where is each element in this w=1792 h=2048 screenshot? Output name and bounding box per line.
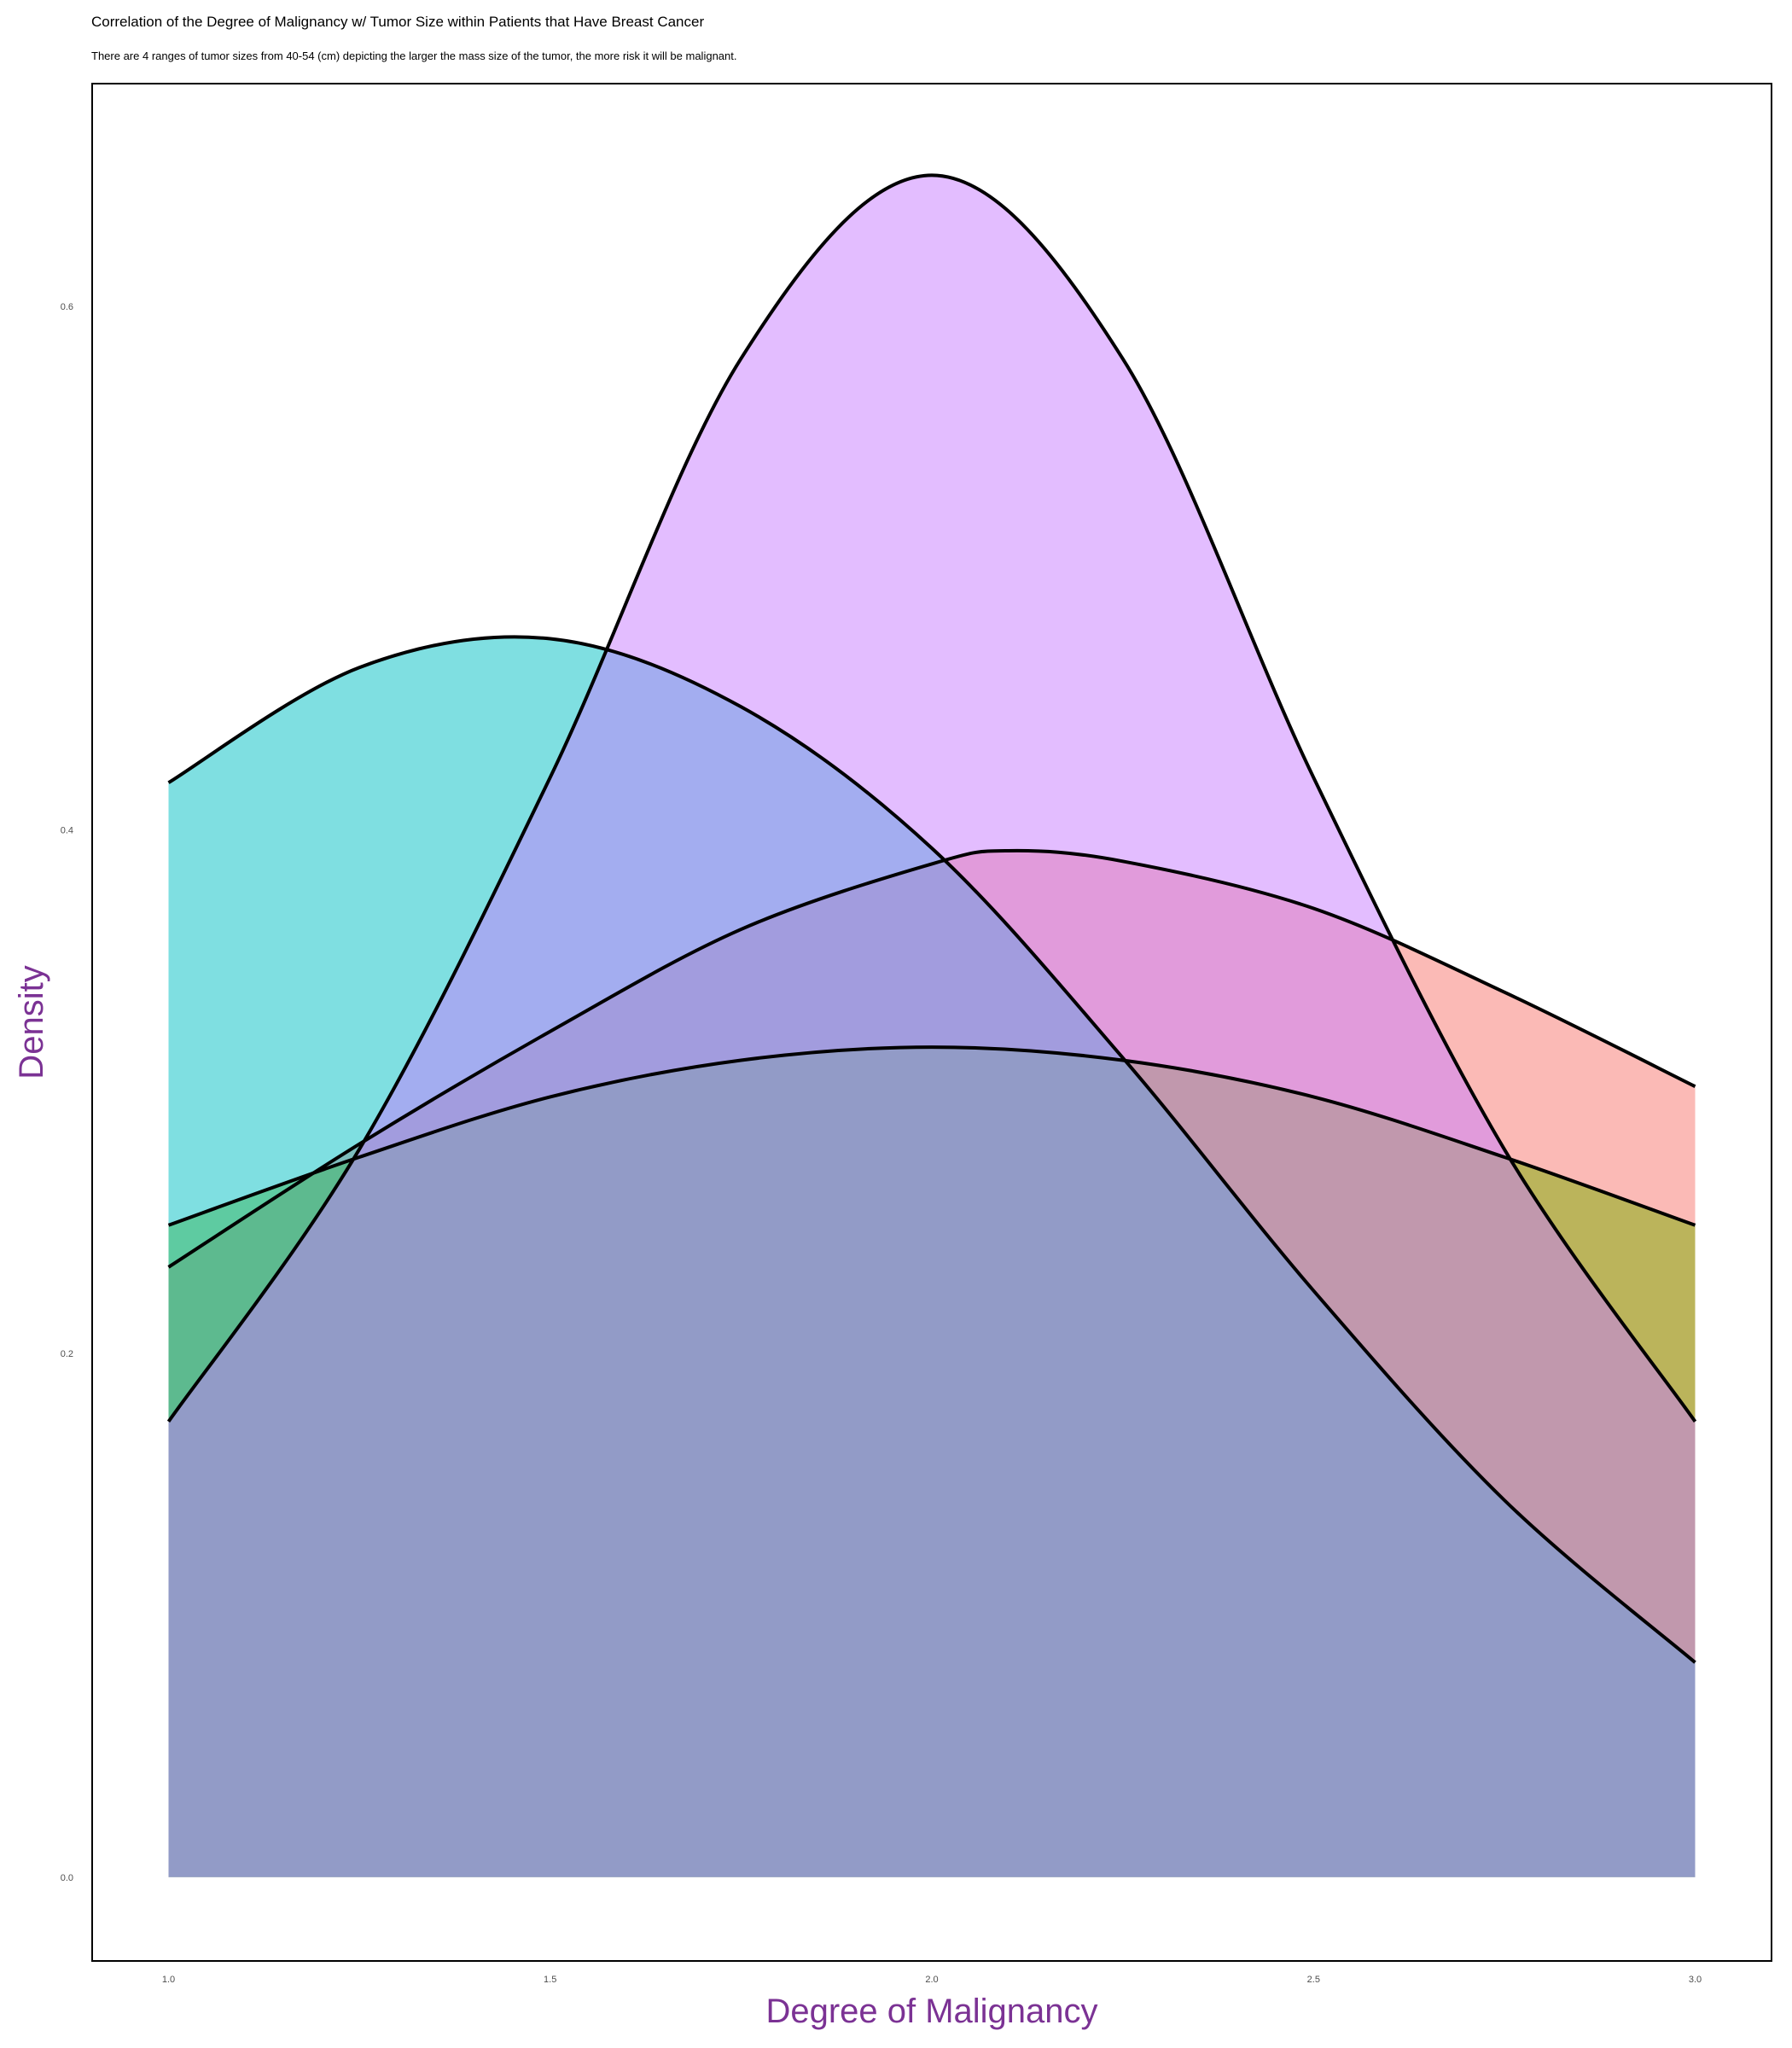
x-tick-label: 1.5 [544, 1975, 556, 1985]
density-line-2 [167, 1045, 1696, 1227]
density-line-1 [167, 848, 1696, 1269]
chart-subtitle: There are 4 ranges of tumor sizes from 4… [91, 49, 737, 62]
y-tick-label: 0.2 [61, 1349, 73, 1359]
density-line-3 [167, 635, 1696, 1664]
y-axis-title: Density [13, 965, 50, 1079]
density-outlines [166, 173, 1697, 1664]
panel-border [91, 83, 1772, 1962]
y-tick-label: 0.6 [61, 302, 73, 312]
y-axis-ticks: 0.0 0.2 0.4 0.6 [61, 302, 73, 1883]
x-axis-ticks: 1.0 1.5 2.0 2.5 3.0 [162, 1975, 1702, 1985]
x-tick-label: 2.0 [925, 1975, 938, 1985]
density-line-4 [166, 173, 1697, 1423]
x-axis-title: Degree of Malignancy [765, 1993, 1097, 2030]
x-tick-label: 1.0 [162, 1975, 175, 1985]
chart-title: Correlation of the Degree of Malignancy … [91, 14, 705, 30]
x-tick-label: 3.0 [1689, 1975, 1702, 1985]
density-area-4 [168, 175, 1696, 1877]
y-tick-label: 0.4 [61, 826, 73, 836]
x-tick-label: 2.5 [1307, 1975, 1320, 1985]
density-areas [168, 175, 1696, 1877]
y-tick-label: 0.0 [61, 1873, 73, 1883]
